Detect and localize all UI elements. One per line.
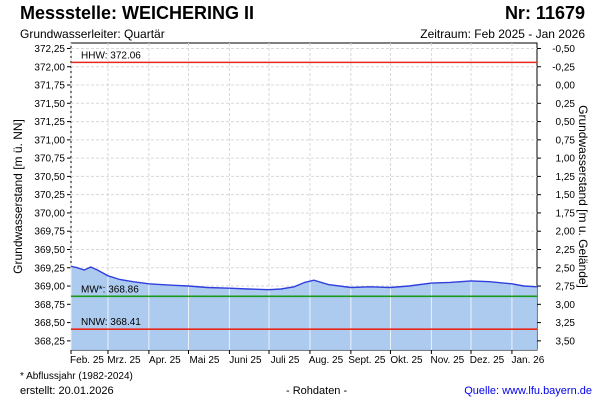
ref-label-nnw: NNW: 368.41 xyxy=(81,317,141,328)
x-tick-label: Apr. 25 xyxy=(149,355,181,366)
y-tick-label: 370,50 xyxy=(34,172,65,183)
station-title: Messstelle: WEICHERING II xyxy=(20,3,255,23)
y2-tick-label: 0,75 xyxy=(556,135,576,146)
y2-tick-label: 2,75 xyxy=(556,282,576,293)
y-tick-label: 368,50 xyxy=(34,318,65,329)
x-tick-label: Jan. 26 xyxy=(512,355,545,366)
y-tick-label: 368,25 xyxy=(34,336,65,347)
y-tick-label: 370,25 xyxy=(34,190,65,201)
station-number: Nr: 11679 xyxy=(504,3,585,23)
y2-axis-title: Grundwasserstand [m u. Gelände] xyxy=(576,105,590,288)
x-tick-label: Juni 25 xyxy=(229,355,262,366)
y-tick-label: 369,50 xyxy=(34,245,65,256)
footnote: * Abflussjahr (1982-2024) xyxy=(20,371,133,382)
y2-tick-label: 0,25 xyxy=(556,99,576,110)
y-tick-label: 368,75 xyxy=(34,300,65,311)
rawdata-label: - Rohdaten - xyxy=(286,385,348,397)
y2-tick-label: 0,00 xyxy=(556,81,576,92)
y-tick-label: 372,00 xyxy=(34,62,65,73)
y2-tick-label: -0,50 xyxy=(552,44,575,55)
y-tick-label: 370,00 xyxy=(34,208,65,219)
y-tick-label: 371,50 xyxy=(34,99,65,110)
x-tick-label: Okt. 25 xyxy=(390,355,423,366)
source-link[interactable]: Quelle: www.lfu.bayern.de xyxy=(464,385,592,397)
x-tick-label: Juli 25 xyxy=(271,355,300,366)
y2-tick-label: 1,50 xyxy=(556,190,576,201)
y-tick-label: 369,25 xyxy=(34,263,65,274)
ref-label-hhw: HHW: 372.06 xyxy=(81,50,141,61)
x-tick-label: Mai 25 xyxy=(189,355,219,366)
y-tick-label: 371,75 xyxy=(34,81,65,92)
x-tick-label: Feb. 25 xyxy=(70,355,104,366)
x-tick-label: Dez. 25 xyxy=(470,355,505,366)
y-tick-label: 370,75 xyxy=(34,154,65,165)
y-tick-label: 369,00 xyxy=(34,282,65,293)
y2-tick-label: -0,25 xyxy=(552,62,575,73)
groundwater-line xyxy=(70,265,538,291)
x-tick-label: Nov. 25 xyxy=(431,355,465,366)
y2-tick-label: 3,00 xyxy=(556,300,576,311)
x-tick-label: Mrz. 25 xyxy=(107,355,141,366)
y2-tick-label: 2,25 xyxy=(556,245,576,256)
y-tick-label: 369,75 xyxy=(34,227,65,238)
x-tick-label: Aug. 25 xyxy=(309,355,344,366)
y-tick-label: 371,25 xyxy=(34,117,65,128)
y2-tick-label: 2,50 xyxy=(556,263,576,274)
x-tick-label: Sept. 25 xyxy=(348,355,386,366)
y-axis-title: Grundwasserstand [m ü. NN] xyxy=(11,119,25,274)
y2-tick-label: 3,25 xyxy=(556,318,576,329)
y2-tick-label: 1,00 xyxy=(556,154,576,165)
y2-tick-label: 1,25 xyxy=(556,172,576,183)
y2-tick-label: 2,00 xyxy=(556,227,576,238)
aquifer-label: Grundwasserleiter: Quartär xyxy=(20,27,165,41)
ref-label-mw: MW*: 368.86 xyxy=(81,284,139,295)
y2-tick-label: 0,50 xyxy=(556,117,576,128)
y-tick-label: 372,25 xyxy=(34,44,65,55)
y-tick-label: 371,00 xyxy=(34,135,65,146)
created-date: erstellt: 20.01.2026 xyxy=(20,385,114,397)
period-label: Zeitraum: Feb 2025 - Jan 2026 xyxy=(420,27,585,41)
y2-tick-label: 1,75 xyxy=(556,208,576,219)
y2-tick-label: 3,50 xyxy=(556,336,576,347)
